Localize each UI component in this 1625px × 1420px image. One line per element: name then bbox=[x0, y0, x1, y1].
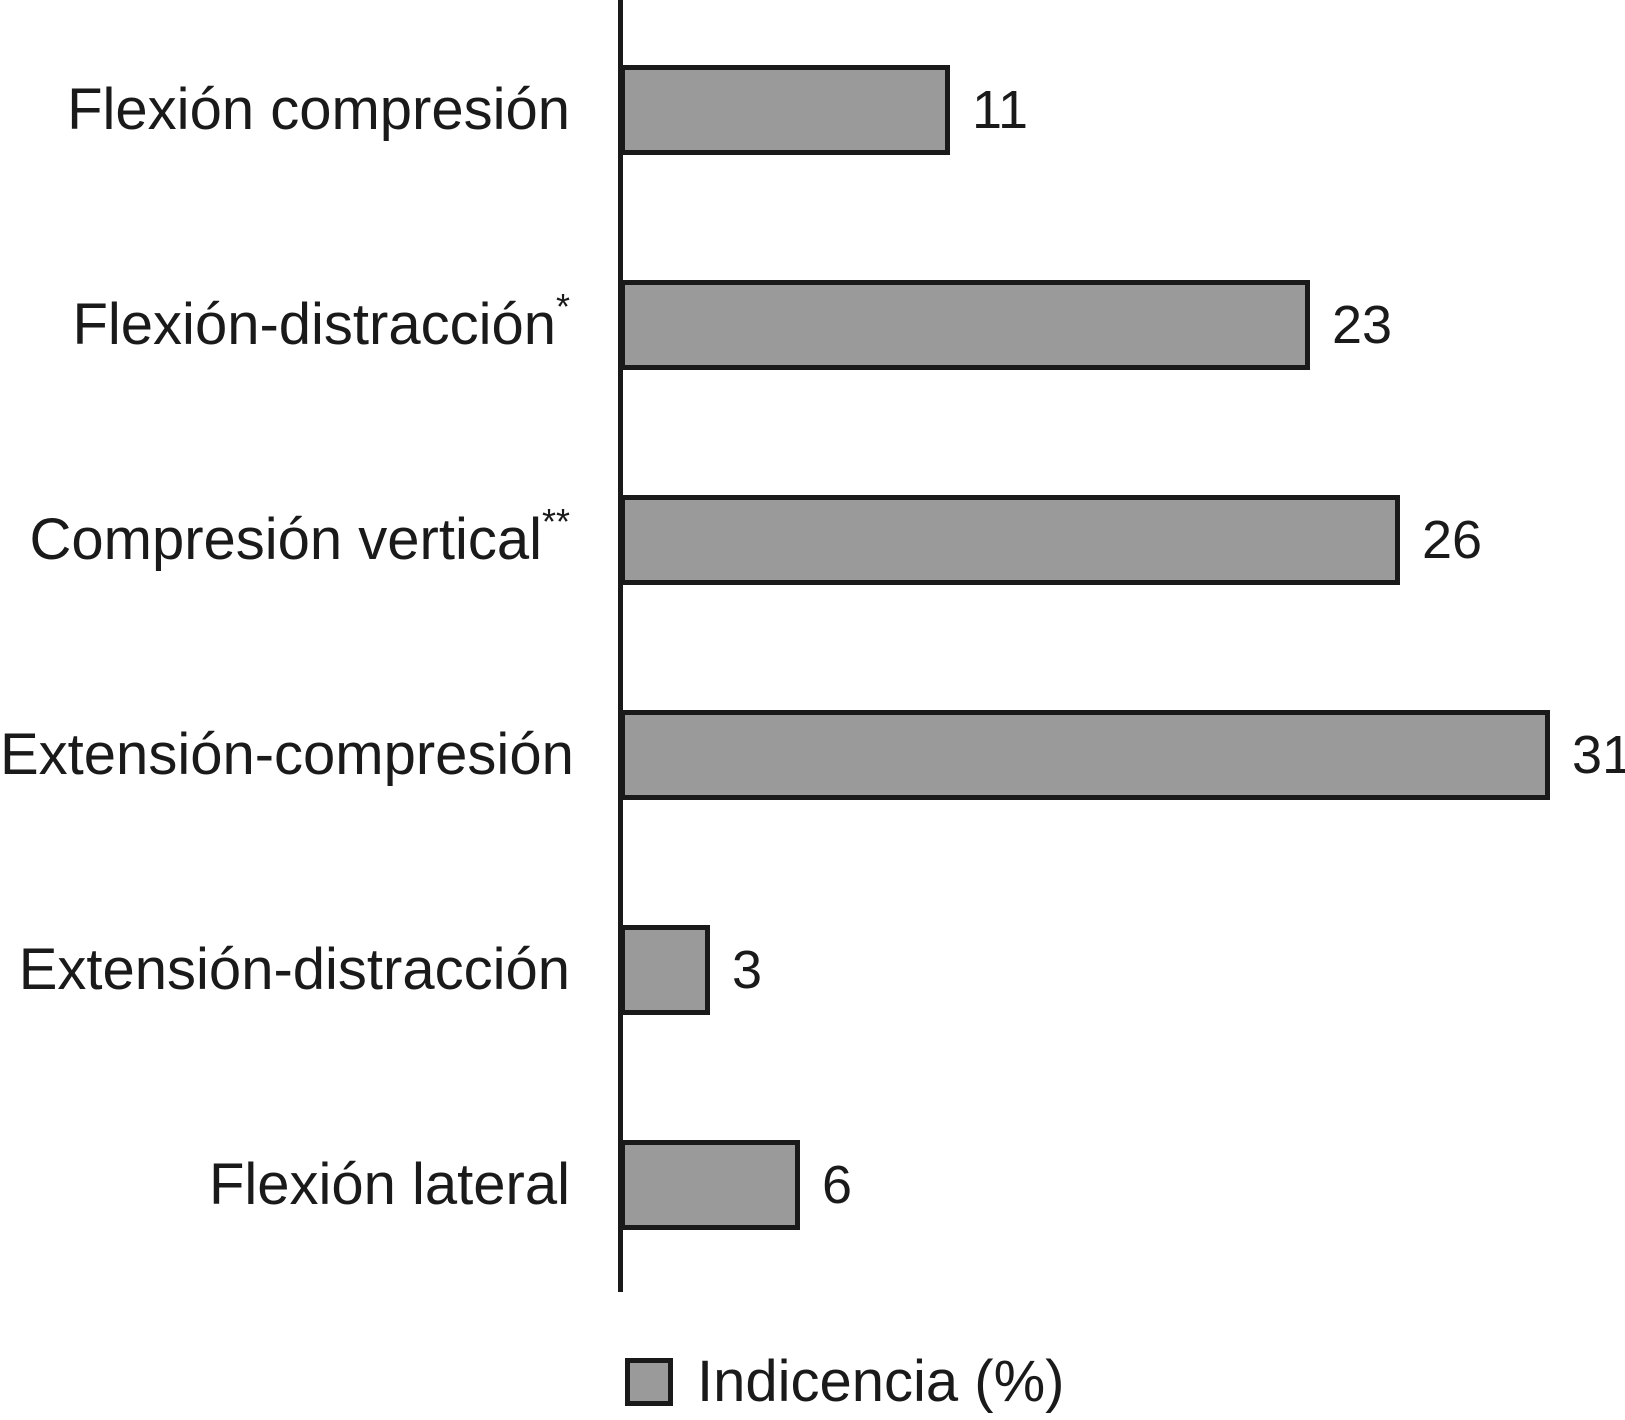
bar-row: Flexión compresión 11 bbox=[0, 65, 1625, 155]
bar bbox=[620, 1140, 800, 1230]
category-label: Flexión-distracción* bbox=[0, 288, 620, 357]
bar-row: Extensión-distracción 3 bbox=[0, 925, 1625, 1015]
value-label: 11 bbox=[972, 80, 1029, 140]
category-text: Compresión vertical bbox=[29, 506, 543, 572]
legend-label: Indicencia (%) bbox=[697, 1349, 1065, 1414]
category-label: Flexión lateral bbox=[0, 1151, 620, 1217]
category-text: Extensión-compresión bbox=[0, 721, 574, 787]
category-label: Flexión compresión bbox=[0, 76, 620, 142]
bar bbox=[620, 925, 710, 1015]
value-label: 23 bbox=[1332, 295, 1393, 355]
bar-row: Flexión lateral 6 bbox=[0, 1140, 1625, 1230]
category-text: Flexión-distracción bbox=[72, 291, 556, 357]
category-label: Extensión-compresión bbox=[0, 721, 620, 787]
bar bbox=[620, 280, 1310, 370]
legend-swatch bbox=[625, 1357, 673, 1406]
bar-row: Flexión-distracción* 23 bbox=[0, 280, 1625, 370]
bar-row: Extensión-compresión 31 bbox=[0, 710, 1625, 800]
y-axis-line bbox=[618, 0, 623, 1292]
value-label: 31 bbox=[1572, 725, 1625, 785]
value-label: 6 bbox=[822, 1155, 853, 1215]
category-sup: ** bbox=[542, 500, 570, 542]
category-label: Compresión vertical** bbox=[0, 503, 620, 572]
bar-row: Compresión vertical** 26 bbox=[0, 495, 1625, 585]
value-label: 3 bbox=[732, 940, 763, 1000]
bar bbox=[620, 65, 950, 155]
legend: Indicencia (%) bbox=[625, 1348, 1064, 1415]
category-text: Flexión lateral bbox=[208, 1151, 570, 1217]
category-text: Flexión compresión bbox=[67, 76, 570, 142]
category-label: Extensión-distracción bbox=[0, 936, 620, 1002]
value-label: 26 bbox=[1422, 510, 1483, 570]
category-text: Extensión-distracción bbox=[18, 936, 570, 1002]
category-sup: * bbox=[556, 285, 570, 327]
bar bbox=[620, 710, 1550, 800]
bar bbox=[620, 495, 1400, 585]
